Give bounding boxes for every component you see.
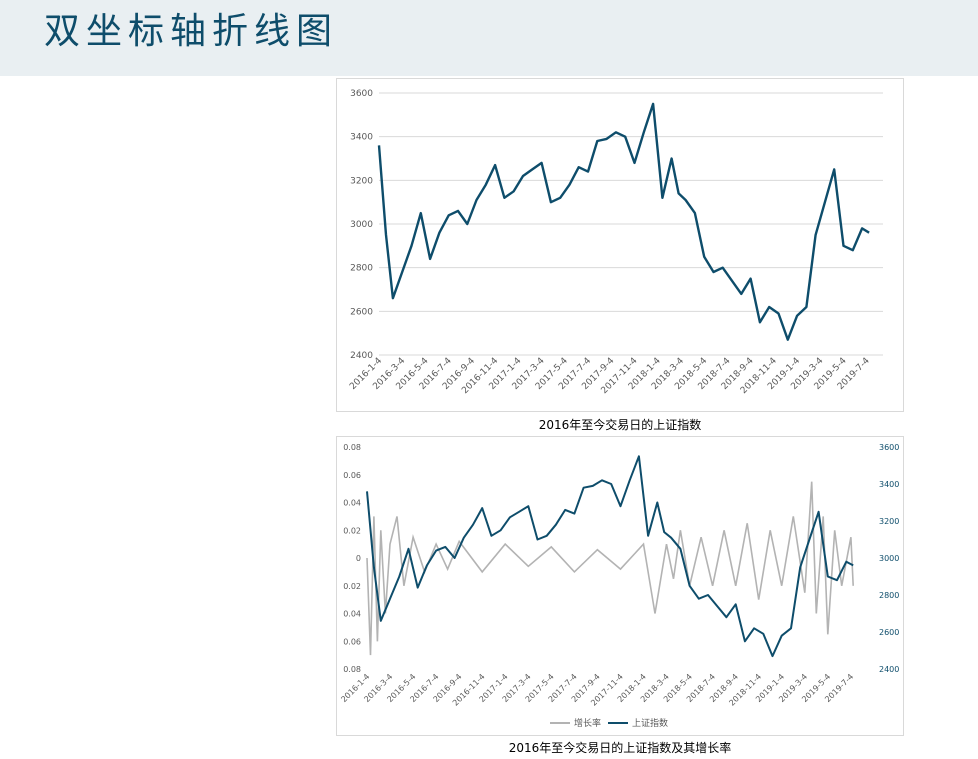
chart1-ytick-label: 2600 (350, 307, 373, 317)
chart2-left-ytick-label: 0.08 (343, 665, 361, 674)
chart2-left-ytick-label: 0.04 (343, 499, 361, 508)
chart1-gridlines (379, 92, 883, 356)
chart2-left-ytick-label: 0.08 (343, 443, 361, 452)
chart2-legend-label-growth: 增长率 (574, 717, 601, 729)
chart2-series-line-growth-rate (366, 481, 854, 656)
chart2-legend: 增长率 上证指数 (550, 717, 668, 729)
page-title: 双坐标轴折线图 (44, 11, 339, 52)
chart2-right-ytick-label: 3000 (879, 554, 899, 563)
chart2-left-ytick-label: 0.06 (343, 471, 361, 480)
chart2-series-line-shanghai-index (366, 455, 854, 658)
chart1-box: 2400 2600 2800 3000 3200 3400 3600 2016-1-4 2016… (336, 78, 904, 412)
chart1-ytick-label: 3200 (350, 176, 373, 186)
chart2-caption: 2016年至今交易日的上证指数及其增长率 (508, 741, 732, 755)
chart2-right-ytick-label: 2400 (879, 665, 899, 674)
header-band (0, 0, 978, 76)
chart1-series-line-shanghai-index (377, 102, 870, 341)
chart2-svg: 0.08 0.06 0.04 0.02 0 0.02 0.04 0.06 0.08 2400 260… (339, 443, 899, 729)
chart1-ytick-label: 3000 (350, 220, 373, 230)
chart2-left-ytick-label: 0.02 (343, 582, 361, 591)
chart2-legend-label-index: 上证指数 (632, 717, 668, 729)
chart1-ytick-label: 3600 (350, 89, 373, 99)
chart2-right-ytick-label: 3400 (879, 480, 899, 489)
chart2-left-ytick-label: 0.04 (343, 610, 361, 619)
chart2-right-ytick-label: 3600 (879, 443, 899, 452)
chart2-left-ytick-label: 0.02 (343, 526, 361, 535)
chart1-svg: 24002600280030003200340036002016-1-42016… (348, 89, 883, 396)
chart2-left-ytick-label: 0 (356, 554, 361, 563)
chart2-box: 0.08 0.06 0.04 0.02 0 0.02 0.04 0.06 0.08 2400 260… (336, 436, 904, 736)
chart2-right-ytick-label: 3200 (879, 517, 899, 526)
chart2-right-ytick-label: 2600 (879, 628, 899, 637)
chart1-ytick-label: 3400 (350, 133, 373, 143)
chart2-right-ytick-label: 2800 (879, 591, 899, 600)
chart1-ytick-label: 2800 (350, 264, 373, 274)
chart1-ytick-label: 2400 (350, 351, 373, 361)
chart2-left-ytick-label: 0.06 (343, 637, 361, 646)
chart1-caption: 2016年至今交易日的上证指数 (538, 418, 702, 432)
